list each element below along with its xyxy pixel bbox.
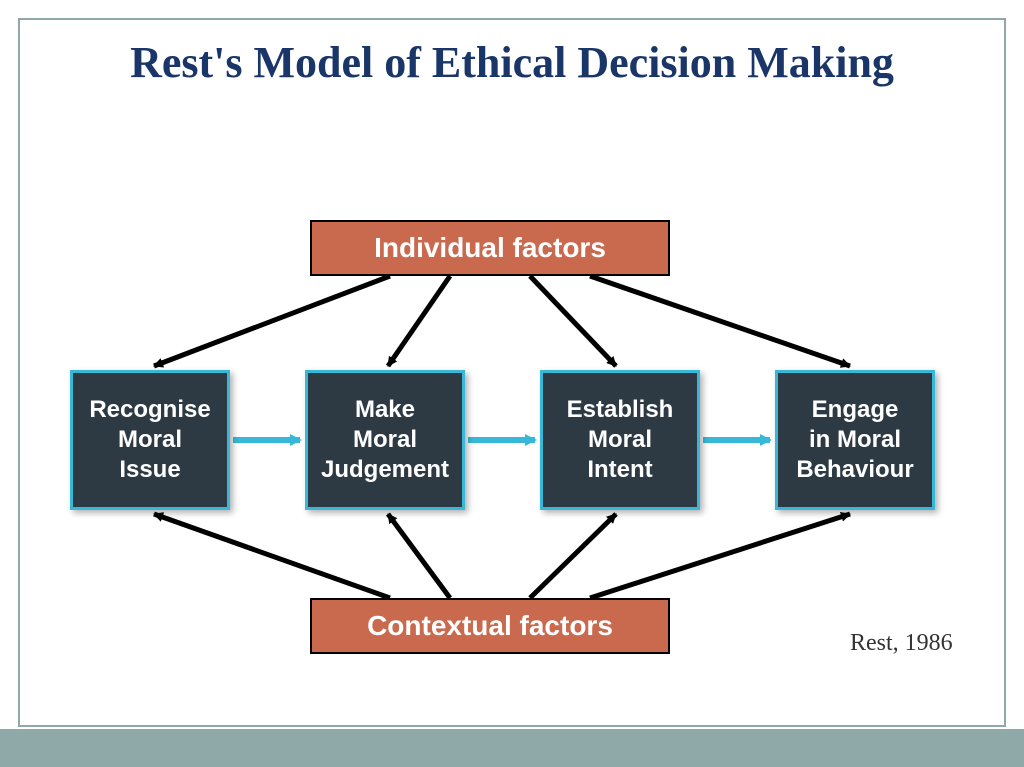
stage-box-4: Engage in Moral Behaviour	[775, 370, 935, 510]
diagram-area: Individual factors Recognise Moral Issue…	[30, 180, 990, 680]
stage-box-1: Recognise Moral Issue	[70, 370, 230, 510]
citation-text: Rest, 1986	[850, 630, 953, 657]
stage-label-3: Establish Moral Intent	[567, 395, 674, 485]
stage-box-3: Establish Moral Intent	[540, 370, 700, 510]
top-factor-box: Individual factors	[310, 220, 670, 276]
stage-label-2: Make Moral Judgement	[321, 395, 449, 485]
bottom-bar	[0, 729, 1024, 767]
stage-label-4: Engage in Moral Behaviour	[796, 395, 913, 485]
bottom-factor-box: Contextual factors	[310, 598, 670, 654]
top-factor-label: Individual factors	[374, 232, 606, 264]
stage-box-2: Make Moral Judgement	[305, 370, 465, 510]
bottom-factor-label: Contextual factors	[367, 610, 613, 642]
stage-label-1: Recognise Moral Issue	[89, 395, 210, 485]
slide-title: Rest's Model of Ethical Decision Making	[0, 38, 1024, 89]
